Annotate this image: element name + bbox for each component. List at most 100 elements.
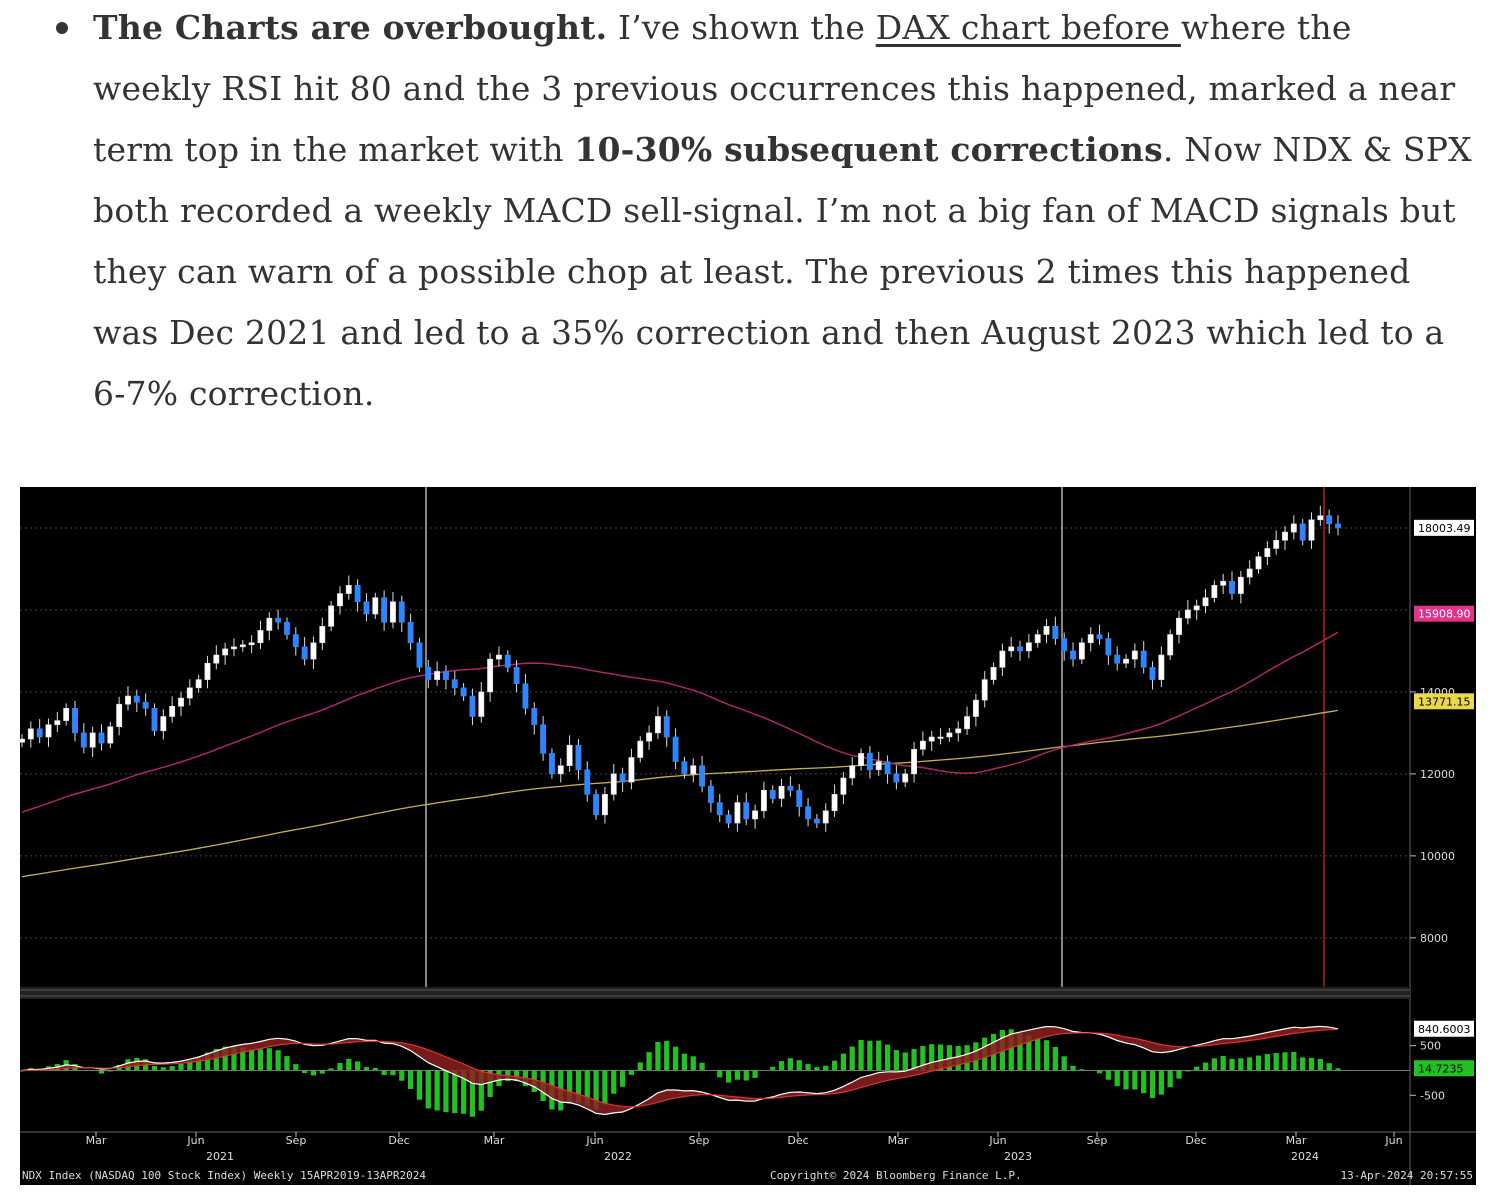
- macd-hist-bar: [1185, 1070, 1191, 1072]
- candle-down: [1017, 646, 1023, 652]
- macd-hist-bar: [213, 1048, 219, 1071]
- macd-hist-bar: [187, 1060, 193, 1071]
- candle-up: [734, 802, 741, 824]
- macd-line: [21, 1025, 1339, 1116]
- macd-hist-bar: [1220, 1055, 1226, 1071]
- candle-down: [787, 785, 794, 791]
- footer-center: Copyright© 2024 Bloomberg Finance L.P.: [770, 1169, 1022, 1182]
- macd-hist-bar: [390, 1070, 396, 1076]
- macd-hist-bar: [929, 1044, 935, 1071]
- macd-hist-bar: [1238, 1058, 1244, 1071]
- candle-up: [1034, 634, 1041, 644]
- macd-hist-bar: [469, 1070, 476, 1117]
- candle-up: [337, 593, 343, 607]
- candle-down: [275, 617, 282, 623]
- x-tick-label: Mar: [86, 1134, 107, 1147]
- macd-hist-bar: [425, 1070, 431, 1109]
- macd-hist-bar: [752, 1070, 758, 1078]
- macd-hist-bar: [637, 1062, 643, 1071]
- macd-hist-bar: [249, 1049, 255, 1071]
- badge-ma-fast: 15908.90: [1418, 608, 1471, 621]
- macd-hist-bar: [1132, 1070, 1138, 1090]
- ma-slow-line: [21, 709, 1339, 878]
- dax-chart-link[interactable]: DAX chart before: [875, 8, 1181, 47]
- x-tick-label: Dec: [787, 1134, 808, 1147]
- candle-up: [434, 671, 441, 680]
- candle-up: [654, 716, 661, 734]
- macd-hist-bar: [805, 1064, 811, 1071]
- candle-down: [584, 769, 591, 795]
- macd-hist-bar: [1264, 1054, 1270, 1071]
- price-tick-label: 12000: [1420, 768, 1455, 781]
- candle-up: [239, 644, 246, 648]
- badge-macd-bg: [1414, 1020, 1474, 1037]
- text-2: where the weekly RSI hit 80 and the 3 pr…: [93, 8, 1456, 169]
- x-tick-label: Mar: [1286, 1134, 1307, 1147]
- candle-up: [1264, 548, 1271, 557]
- candle-up: [637, 740, 644, 758]
- candle-down: [301, 646, 308, 660]
- macd-hist-bar: [840, 1053, 847, 1071]
- macd-hist-bar: [628, 1070, 635, 1075]
- macd-hist-bar: [920, 1045, 926, 1071]
- x-tick-label: Mar: [888, 1134, 909, 1147]
- candle-up: [213, 654, 220, 664]
- candle-down: [672, 736, 679, 762]
- candle-down: [1105, 638, 1112, 656]
- candle-up: [195, 679, 202, 689]
- candle-down: [1052, 626, 1059, 639]
- macd-hist-bar: [1008, 1029, 1014, 1071]
- macd-hist-bar: [566, 1070, 573, 1104]
- candle-up: [496, 654, 502, 660]
- candle-up: [919, 740, 926, 750]
- bold-corrections: 10-30% subsequent corrections: [574, 130, 1163, 169]
- signal-line: [21, 1028, 1339, 1108]
- candle-up: [266, 617, 273, 631]
- candle-down: [460, 687, 467, 697]
- macd-hist-bar: [204, 1052, 211, 1071]
- macd-hist-bar: [381, 1070, 387, 1076]
- macd-hist-bar: [770, 1066, 776, 1071]
- candle-down: [707, 785, 714, 803]
- badge-last-price-bg: [1414, 519, 1474, 536]
- candle-down: [805, 806, 811, 820]
- candle-down: [1326, 515, 1333, 525]
- candle-down: [354, 585, 361, 603]
- candle-down: [716, 802, 723, 816]
- macd-hist-bar: [1061, 1056, 1067, 1071]
- candle-up: [1282, 531, 1288, 541]
- macd-hist-bar: [1035, 1037, 1041, 1071]
- candle-down: [813, 818, 820, 824]
- candle-up: [1087, 634, 1094, 644]
- macd-hist-bar: [1043, 1040, 1050, 1071]
- candle-up: [1184, 609, 1191, 619]
- candle-up: [1211, 585, 1218, 598]
- macd-hist-bar: [937, 1044, 944, 1071]
- candle-up: [125, 695, 131, 705]
- candle-up: [646, 732, 653, 742]
- macd-hist-bar: [884, 1044, 891, 1071]
- macd-hist-bar: [354, 1061, 361, 1071]
- macd-hist-bar: [434, 1070, 440, 1111]
- macd-hist-bar: [1167, 1070, 1173, 1088]
- macd-hist-bar: [717, 1070, 723, 1078]
- candle-down: [469, 695, 476, 717]
- lead-bold: The Charts are overbought.: [93, 8, 608, 47]
- macd-hist-bar: [1317, 1058, 1323, 1071]
- candle-down: [398, 601, 405, 623]
- marker-lines: [425, 487, 1325, 987]
- macd-hist-bar: [1026, 1035, 1032, 1071]
- candle-up: [1043, 626, 1050, 635]
- candle-up: [557, 765, 564, 775]
- macd-tick-label: -500: [1420, 1089, 1445, 1102]
- candle-down: [1149, 667, 1156, 680]
- candle-down: [425, 667, 432, 680]
- year-label: 2022: [604, 1150, 632, 1163]
- macd-hist-bar: [337, 1062, 343, 1071]
- macd-hist-bar: [284, 1056, 290, 1071]
- macd-hist-bar: [664, 1040, 670, 1071]
- candle-down: [1114, 654, 1121, 664]
- macd-hist-bar: [513, 1070, 520, 1082]
- candle-down: [522, 683, 529, 709]
